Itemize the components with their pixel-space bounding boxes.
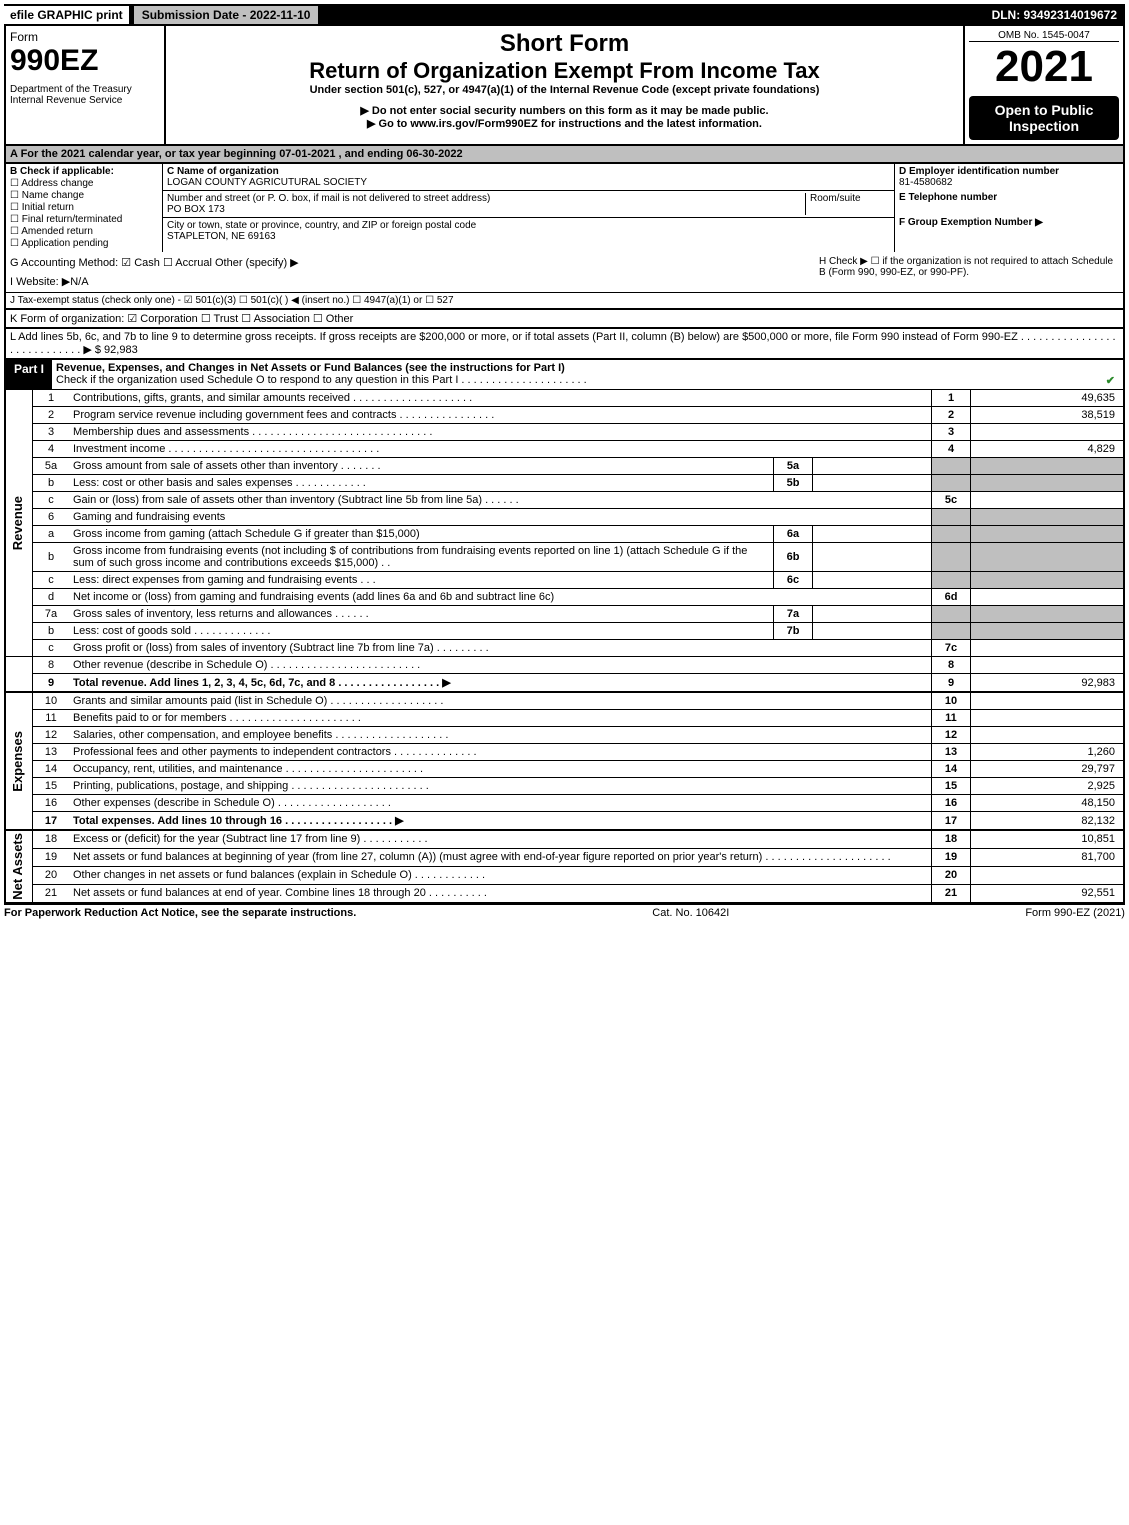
line-16: 16Other expenses (describe in Schedule O… <box>5 795 1124 812</box>
line-12: 12Salaries, other compensation, and empl… <box>5 727 1124 744</box>
line-7c: cGross profit or (loss) from sales of in… <box>5 640 1124 657</box>
section-c: C Name of organization LOGAN COUNTY AGRI… <box>163 164 895 252</box>
section-d: D Employer identification number 81-4580… <box>895 164 1123 252</box>
tax-year: 2021 <box>969 42 1119 92</box>
under-section: Under section 501(c), 527, or 4947(a)(1)… <box>170 84 959 96</box>
org-address: PO BOX 173 <box>167 204 225 215</box>
info-grid: B Check if applicable: ☐ Address change … <box>4 164 1125 252</box>
gh-row: G Accounting Method: ☑ Cash ☐ Accrual Ot… <box>4 252 1125 293</box>
line-11: 11Benefits paid to or for members . . . … <box>5 710 1124 727</box>
line-18: Net Assets 18Excess or (deficit) for the… <box>5 830 1124 848</box>
top-bar: efile GRAPHIC print Submission Date - 20… <box>4 4 1125 26</box>
footer: For Paperwork Reduction Act Notice, see … <box>4 904 1125 921</box>
j-tax-exempt: J Tax-exempt status (check only one) - ☑… <box>4 293 1125 310</box>
h-schedule-b: H Check ▶ ☐ if the organization is not r… <box>819 256 1119 288</box>
line-19: 19Net assets or fund balances at beginni… <box>5 848 1124 866</box>
line-14: 14Occupancy, rent, utilities, and mainte… <box>5 761 1124 778</box>
line-6b: bGross income from fundraising events (n… <box>5 543 1124 572</box>
part-i-title: Revenue, Expenses, and Changes in Net As… <box>52 360 1123 389</box>
line-6c: cLess: direct expenses from gaming and f… <box>5 572 1124 589</box>
part-i-label: Part I <box>6 360 52 389</box>
efile-label[interactable]: efile GRAPHIC print <box>4 4 129 26</box>
section-b: B Check if applicable: ☐ Address change … <box>6 164 163 252</box>
form-word: Form <box>10 30 160 44</box>
chk-initial-return[interactable]: ☐ Initial return <box>10 202 158 213</box>
netassets-side-label: Net Assets <box>10 833 25 900</box>
org-name: LOGAN COUNTY AGRICUTURAL SOCIETY <box>167 177 367 188</box>
short-form-title: Short Form <box>170 30 959 58</box>
footer-cat: Cat. No. 10642I <box>652 907 729 919</box>
f-group-label: F Group Exemption Number ▶ <box>899 217 1119 228</box>
chk-name-change[interactable]: ☐ Name change <box>10 190 158 201</box>
k-form-org: K Form of organization: ☑ Corporation ☐ … <box>4 310 1125 329</box>
line-6d: dNet income or (loss) from gaming and fu… <box>5 589 1124 606</box>
c-addr-label: Number and street (or P. O. box, if mail… <box>167 193 490 204</box>
org-city: STAPLETON, NE 69163 <box>167 231 276 242</box>
title-block: Short Form Return of Organization Exempt… <box>166 26 963 144</box>
line-21: 21Net assets or fund balances at end of … <box>5 884 1124 902</box>
line-20: 20Other changes in net assets or fund ba… <box>5 866 1124 884</box>
dept-line-1: Department of the Treasury <box>10 84 160 95</box>
form-id-block: Form 990EZ Department of the Treasury In… <box>6 26 166 144</box>
i-website: I Website: ▶N/A <box>10 275 819 288</box>
goto-note[interactable]: ▶ Go to www.irs.gov/Form990EZ for instru… <box>170 117 959 130</box>
submission-date: Submission Date - 2022-11-10 <box>133 5 320 25</box>
c-name-label: C Name of organization <box>167 166 279 177</box>
chk-final-return[interactable]: ☐ Final return/terminated <box>10 214 158 225</box>
line-9: 9Total revenue. Add lines 1, 2, 3, 4, 5c… <box>5 674 1124 693</box>
line-5c: cGain or (loss) from sale of assets othe… <box>5 492 1124 509</box>
footer-left: For Paperwork Reduction Act Notice, see … <box>4 907 356 919</box>
line-1: Revenue 1Contributions, gifts, grants, a… <box>5 390 1124 407</box>
ein-value: 81-4580682 <box>899 177 1119 188</box>
year-block: OMB No. 1545-0047 2021 Open to Public In… <box>963 26 1123 144</box>
line-17: 17Total expenses. Add lines 10 through 1… <box>5 812 1124 831</box>
line-5b: bLess: cost or other basis and sales exp… <box>5 475 1124 492</box>
d-ein-label: D Employer identification number <box>899 166 1119 177</box>
line-4: 4Investment income . . . . . . . . . . .… <box>5 441 1124 458</box>
part-i-header-row: Part I Revenue, Expenses, and Changes in… <box>4 360 1125 390</box>
omb-number: OMB No. 1545-0047 <box>969 30 1119 42</box>
line-13: 13Professional fees and other payments t… <box>5 744 1124 761</box>
footer-right: Form 990-EZ (2021) <box>1025 907 1125 919</box>
lines-table: Revenue 1Contributions, gifts, grants, a… <box>4 390 1125 904</box>
e-phone-label: E Telephone number <box>899 192 1119 203</box>
line-6a: aGross income from gaming (attach Schedu… <box>5 526 1124 543</box>
ssn-note: ▶ Do not enter social security numbers o… <box>170 104 959 117</box>
line-7b: bLess: cost of goods sold . . . . . . . … <box>5 623 1124 640</box>
b-label: B Check if applicable: <box>10 166 158 177</box>
form-number: 990EZ <box>10 44 160 78</box>
chk-amended-return[interactable]: ☐ Amended return <box>10 226 158 237</box>
line-7a: 7aGross sales of inventory, less returns… <box>5 606 1124 623</box>
l-gross-receipts: L Add lines 5b, 6c, and 7b to line 9 to … <box>4 329 1125 360</box>
expenses-side-label: Expenses <box>10 731 25 792</box>
section-a-tax-year: A For the 2021 calendar year, or tax yea… <box>4 146 1125 164</box>
revenue-side-label: Revenue <box>10 496 25 550</box>
room-suite-label: Room/suite <box>810 193 861 204</box>
chk-application-pending[interactable]: ☐ Application pending <box>10 238 158 249</box>
g-accounting: G Accounting Method: ☑ Cash ☐ Accrual Ot… <box>10 256 819 269</box>
line-6: 6Gaming and fundraising events <box>5 509 1124 526</box>
dept-line-2: Internal Revenue Service <box>10 95 160 106</box>
line-2: 2Program service revenue including gover… <box>5 407 1124 424</box>
line-3: 3Membership dues and assessments . . . .… <box>5 424 1124 441</box>
chk-address-change[interactable]: ☐ Address change <box>10 178 158 189</box>
main-title: Return of Organization Exempt From Incom… <box>170 58 959 84</box>
line-8: 8Other revenue (describe in Schedule O) … <box>5 657 1124 674</box>
check-icon <box>1106 374 1115 387</box>
line-15: 15Printing, publications, postage, and s… <box>5 778 1124 795</box>
dln-label: DLN: 93492314019672 <box>984 6 1125 24</box>
line-5a: 5aGross amount from sale of assets other… <box>5 458 1124 475</box>
open-public-badge: Open to Public Inspection <box>969 96 1119 140</box>
form-header: Form 990EZ Department of the Treasury In… <box>4 26 1125 146</box>
line-10: Expenses 10Grants and similar amounts pa… <box>5 692 1124 710</box>
c-city-label: City or town, state or province, country… <box>167 220 476 231</box>
